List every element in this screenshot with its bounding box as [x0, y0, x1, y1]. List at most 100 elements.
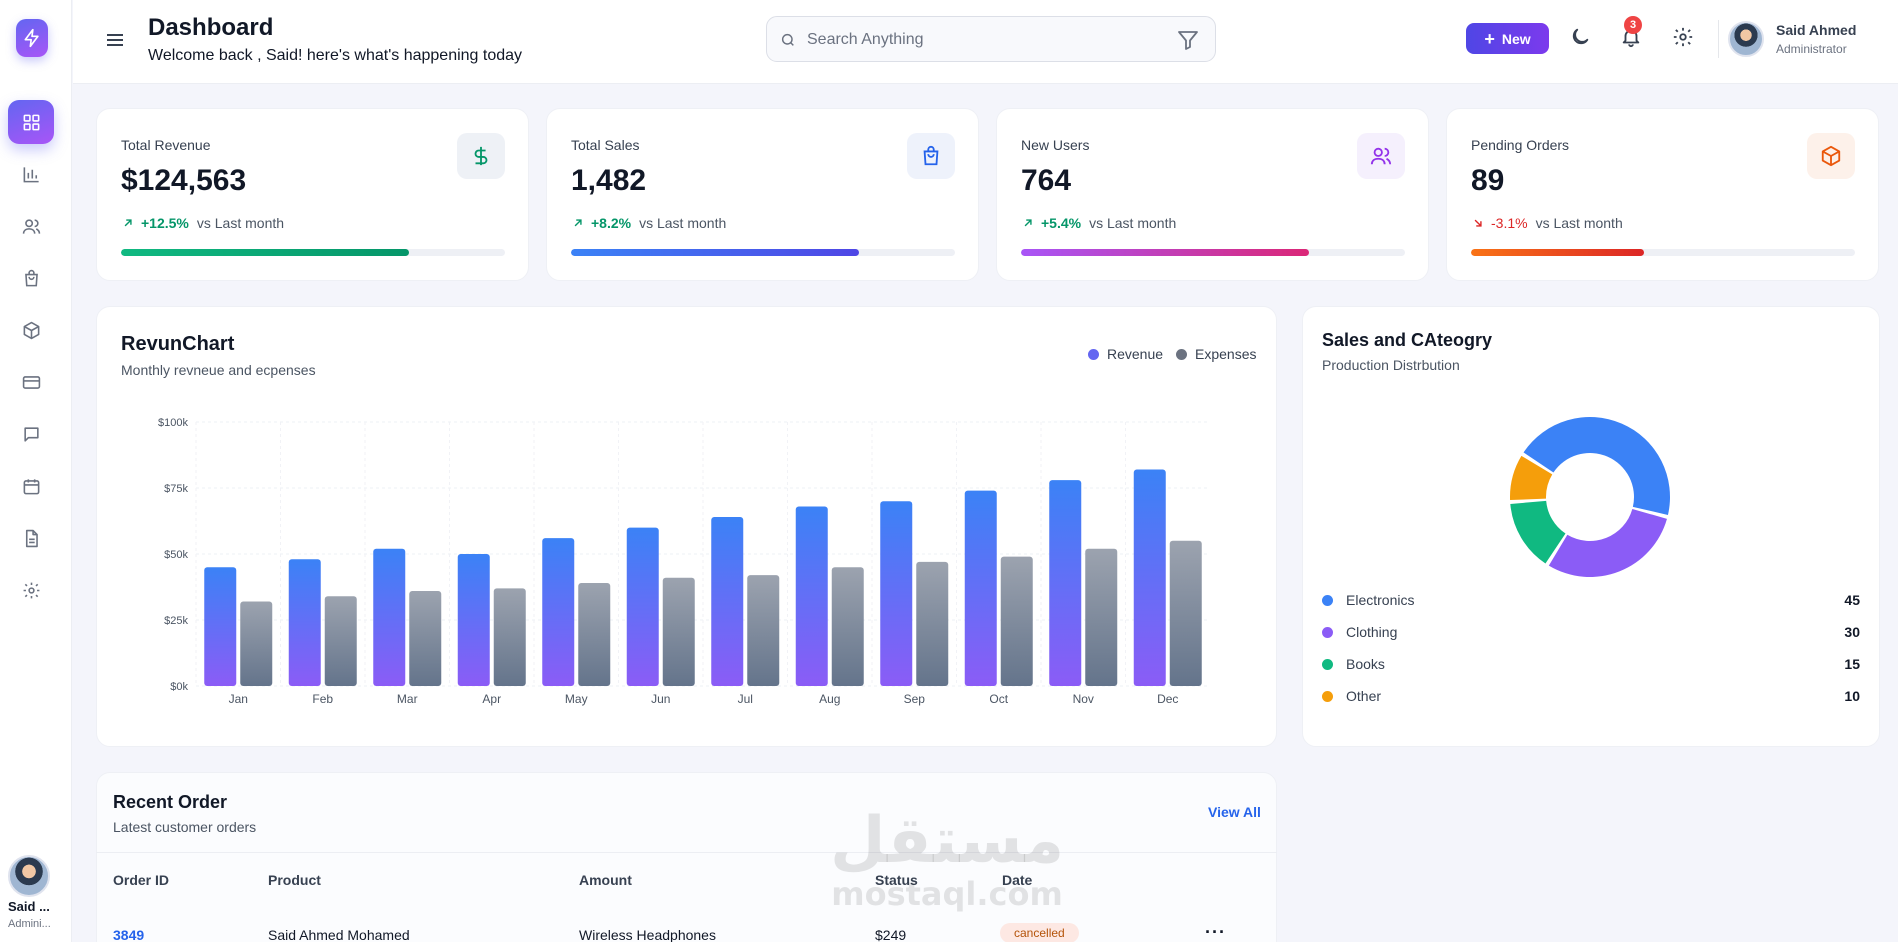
stat-card-revenue: Total Revenue $124,563 +12.5% vs Last mo…: [96, 108, 529, 281]
sidebar-item-reports[interactable]: [8, 516, 54, 560]
sidebar-item-calendar[interactable]: [8, 464, 54, 508]
new-button[interactable]: + New: [1466, 23, 1549, 54]
stat-icon: [907, 133, 955, 179]
category-item-other[interactable]: Other 10: [1322, 685, 1860, 709]
x-tick-label: Nov: [1073, 692, 1094, 706]
sidebar: Said ... Admini...: [0, 0, 72, 942]
donut-slice-clothing[interactable]: [1548, 509, 1667, 577]
stat-change: +8.2% vs Last month: [571, 215, 726, 231]
stat-label: Total Sales: [571, 137, 640, 153]
search-input[interactable]: [807, 27, 1167, 53]
column-header-status[interactable]: Status: [875, 872, 918, 888]
donut-slice-electronics[interactable]: [1523, 417, 1670, 515]
x-tick-label: Jun: [651, 692, 670, 706]
revenue-bar: [1133, 469, 1166, 686]
column-header-order-id[interactable]: Order ID: [113, 872, 170, 888]
package-icon: [23, 321, 39, 339]
category-name: Electronics: [1346, 592, 1415, 608]
order-id-link[interactable]: 3849: [113, 927, 145, 942]
new-button-label: New: [1501, 30, 1531, 47]
category-card: [1302, 306, 1880, 747]
revenue-bar: [457, 554, 490, 686]
hamburger-menu-icon[interactable]: [103, 28, 127, 52]
filter-icon[interactable]: [1176, 28, 1200, 52]
x-tick-label: Feb: [312, 692, 333, 706]
avatar[interactable]: [8, 855, 50, 897]
status-badge: cancelled: [1000, 923, 1079, 942]
gear-icon[interactable]: [1672, 26, 1694, 48]
users-icon: [1370, 147, 1392, 165]
category-item-electronics[interactable]: Electronics 45: [1322, 589, 1860, 613]
sidebar-item-dashboard[interactable]: [8, 100, 54, 144]
revenue-bar: [795, 506, 828, 686]
x-tick-label: Mar: [397, 692, 418, 706]
x-tick-label: May: [565, 692, 588, 706]
trend-up-icon: [124, 219, 132, 227]
dollar-icon: [474, 146, 488, 166]
category-item-clothing[interactable]: Clothing 30: [1322, 621, 1860, 645]
stat-card-users: New Users 764 +5.4% vs Last month: [996, 108, 1429, 281]
revenue-bar-chart: $0k $25k $50k $75k $100k Jan Feb Mar Apr May Jun Ju…: [158, 417, 1210, 706]
category-item-books[interactable]: Books 15: [1322, 653, 1860, 677]
stat-change-value: +5.4%: [1041, 215, 1082, 231]
order-customer: Said Ahmed Mohamed: [268, 927, 410, 942]
x-tick-label: Aug: [819, 692, 840, 706]
stat-label: Pending Orders: [1471, 137, 1570, 153]
sidebar-item-messages[interactable]: [8, 412, 54, 456]
category-donut-chart: [1510, 417, 1670, 577]
stat-value: 89: [1471, 164, 1505, 197]
sidebar-item-products[interactable]: [8, 308, 54, 352]
revenue-bar: [204, 567, 237, 686]
stat-value: 764: [1021, 164, 1072, 197]
revenue-bar: [626, 527, 659, 686]
donut-slice-other[interactable]: [1510, 455, 1553, 501]
sidebar-item-orders[interactable]: [8, 256, 54, 300]
avatar[interactable]: [1728, 21, 1764, 57]
expenses-bar: [831, 567, 864, 686]
legend-expenses[interactable]: Expenses: [1176, 346, 1256, 362]
app-logo[interactable]: [16, 19, 48, 57]
stat-label: New Users: [1021, 137, 1090, 153]
progress-track: [121, 249, 505, 256]
stat-card-pending: Pending Orders 89 -3.1% vs Last month: [1446, 108, 1879, 281]
sidebar-item-settings[interactable]: [8, 568, 54, 612]
sidebar-item-users[interactable]: [8, 204, 54, 248]
more-actions-icon[interactable]: ···: [1205, 922, 1226, 942]
progress-track: [1471, 249, 1855, 256]
stat-compare: vs Last month: [639, 215, 727, 231]
stat-icon: [1357, 133, 1405, 179]
revenue-bar: [964, 490, 997, 686]
stat-compare: vs Last month: [1089, 215, 1177, 231]
expenses-bar: [662, 577, 695, 686]
column-header-date[interactable]: Date: [1002, 872, 1033, 888]
gear-icon: [23, 582, 39, 598]
orders-divider: [96, 852, 1277, 853]
legend-dot: [1088, 348, 1099, 360]
x-tick-label: Sep: [904, 692, 926, 706]
stat-compare: vs Last month: [1535, 215, 1623, 231]
sidebar-user-name: Said ...: [8, 899, 50, 914]
donut-slice-books[interactable]: [1510, 500, 1566, 564]
column-header-amount[interactable]: Amount: [579, 872, 632, 888]
moon-icon[interactable]: [1569, 26, 1591, 48]
plus-icon: +: [1484, 28, 1495, 49]
expenses-bar: [240, 601, 273, 686]
expenses-bar: [747, 575, 780, 686]
legend-revenue[interactable]: Revenue: [1088, 346, 1163, 362]
category-dot: [1322, 595, 1333, 606]
sidebar-item-analytics[interactable]: [8, 152, 54, 196]
sidebar-item-payments[interactable]: [8, 360, 54, 404]
revenue-bar: [1049, 480, 1082, 686]
y-tick-label: $0k: [170, 681, 188, 693]
revenue-bar: [373, 548, 406, 686]
stat-label: Total Revenue: [121, 137, 211, 153]
stat-change-value: -3.1%: [1491, 215, 1528, 231]
category-subtitle: Production Distrbution: [1322, 357, 1460, 373]
stat-change: -3.1% vs Last month: [1471, 215, 1623, 231]
top-header: Dashboard Welcome back , Said! here's wh…: [73, 0, 1898, 84]
category-value: 15: [1844, 656, 1860, 672]
column-header-product[interactable]: Product: [268, 872, 321, 888]
view-all-link[interactable]: View All: [1208, 804, 1261, 820]
legend-dot: [1176, 348, 1187, 360]
sidebar-user-role: Admini...: [8, 918, 51, 930]
